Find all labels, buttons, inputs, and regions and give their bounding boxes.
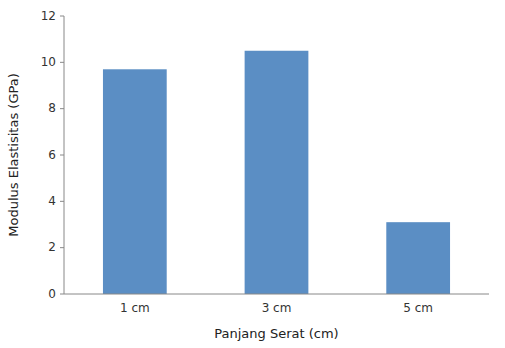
bar <box>103 69 167 294</box>
y-tick <box>60 16 64 17</box>
y-axis-line <box>64 16 65 294</box>
y-tick-label: 8 <box>48 101 56 115</box>
x-axis-line <box>64 294 489 295</box>
y-axis: 0 2 4 6 8 10 12 <box>41 9 64 301</box>
chart-svg: 0 2 4 6 8 10 12 1 cm 3 cm 5 cm Panjang Serat (cm) M… <box>0 0 505 348</box>
y-tick <box>60 108 64 109</box>
bars <box>103 51 450 294</box>
chart-container: 0 2 4 6 8 10 12 1 cm 3 cm 5 cm Panjang Serat (cm) M… <box>0 0 505 348</box>
y-tick-label: 2 <box>48 240 56 254</box>
x-axis-label: Panjang Serat (cm) <box>214 326 338 341</box>
y-tick <box>60 155 64 156</box>
y-tick <box>60 62 64 63</box>
y-tick-label: 6 <box>48 148 56 162</box>
bar <box>386 222 450 294</box>
y-tick <box>60 201 64 202</box>
y-tick-label: 10 <box>41 55 56 69</box>
y-tick-label: 0 <box>48 287 56 301</box>
bar <box>245 51 309 294</box>
y-tick-label: 4 <box>48 194 56 208</box>
y-tick <box>60 294 64 295</box>
y-axis-label: Modulus Elastisitas (GPa) <box>6 73 21 236</box>
y-tick-label: 12 <box>41 9 56 23</box>
x-tick-label: 5 cm <box>403 301 433 315</box>
x-axis: 1 cm 3 cm 5 cm <box>64 294 489 315</box>
page: {"chart_data": {"type": "bar", "categori… <box>0 0 505 348</box>
x-tick-label: 3 cm <box>262 301 292 315</box>
x-tick-label: 1 cm <box>120 301 150 315</box>
y-tick <box>60 247 64 248</box>
